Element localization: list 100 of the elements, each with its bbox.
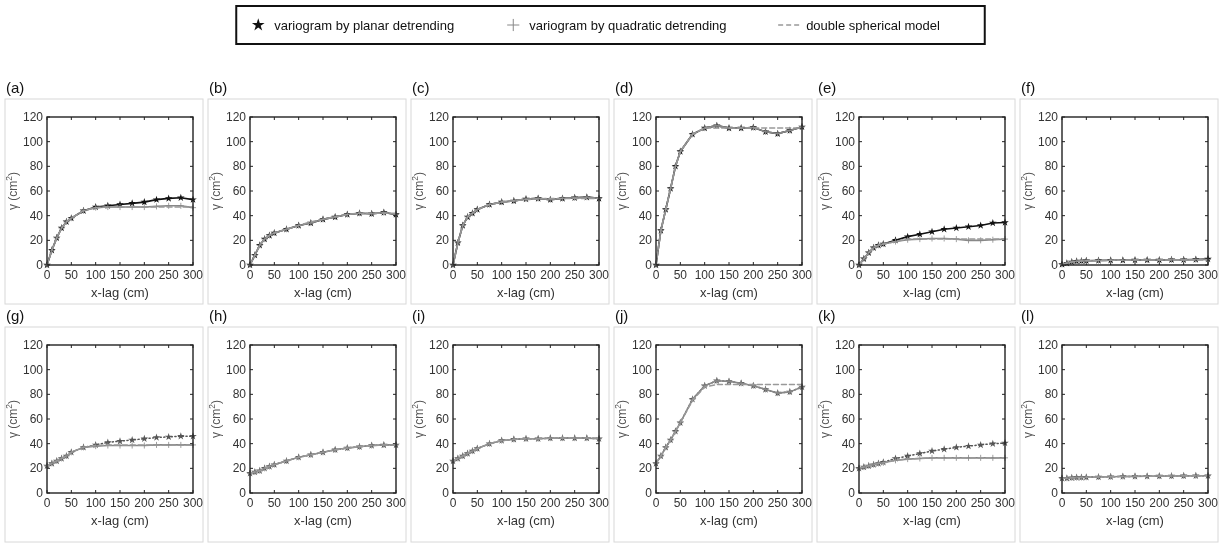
chart-title: (c) xyxy=(412,79,430,96)
y-tick-label: 0 xyxy=(848,258,856,272)
y-tick-label: 120 xyxy=(834,110,856,124)
y-tick-label: 20 xyxy=(232,461,247,476)
y-tick-label: 20 xyxy=(841,233,856,248)
x-tick-label: 150 xyxy=(921,496,943,510)
y-tick-label: 80 xyxy=(841,387,856,402)
y-tick-label: 40 xyxy=(841,436,856,451)
x-axis-title: x-lag (cm) xyxy=(91,513,149,528)
chart-title: (k) xyxy=(818,307,836,324)
x-tick-label: 300 xyxy=(588,268,610,282)
x-axis-title: x-lag (cm) xyxy=(1106,513,1164,528)
x-tick-label: 300 xyxy=(791,496,813,510)
x-tick-label: 150 xyxy=(109,268,131,282)
y-tick-label: 60 xyxy=(638,184,653,198)
x-axis-title: x-lag (cm) xyxy=(903,285,961,300)
y-tick-label: 40 xyxy=(1044,208,1059,223)
y-tick-label: 0 xyxy=(442,486,450,500)
x-tick-label: 150 xyxy=(718,496,740,510)
x-tick-label: 50 xyxy=(876,496,891,510)
x-tick-label: 150 xyxy=(921,268,943,282)
x-tick-label: 300 xyxy=(182,268,204,282)
y-tick-label: 40 xyxy=(638,436,653,451)
y-tick-label: 100 xyxy=(834,362,856,377)
y-tick-label: 120 xyxy=(225,338,247,352)
y-tick-label: 120 xyxy=(1037,110,1059,124)
y-tick-label: 120 xyxy=(22,338,44,352)
y-tick-label: 40 xyxy=(435,208,450,223)
y-tick-label: 20 xyxy=(435,461,450,476)
x-tick-label: 300 xyxy=(385,268,407,282)
y-tick-label: 60 xyxy=(841,184,856,198)
y-tick-label: 20 xyxy=(29,233,44,248)
x-tick-label: 200 xyxy=(1149,268,1170,282)
x-tick-label: 300 xyxy=(1197,268,1219,282)
chart-title: (i) xyxy=(412,307,426,324)
x-axis-title: x-lag (cm) xyxy=(294,285,352,300)
y-tick-label: 20 xyxy=(638,233,653,248)
x-tick-label: 50 xyxy=(64,496,79,510)
x-tick-label: 100 xyxy=(491,268,512,282)
x-tick-label: 200 xyxy=(337,496,358,510)
y-tick-label: 80 xyxy=(29,387,44,402)
y-tick-label: 100 xyxy=(22,134,44,149)
x-tick-label: 200 xyxy=(1149,496,1170,510)
x-tick-label: 200 xyxy=(946,496,967,510)
y-tick-label: 40 xyxy=(29,208,44,223)
y-tick-label: 0 xyxy=(442,258,450,272)
y-tick-label: 60 xyxy=(232,184,247,198)
y-tick-label: 80 xyxy=(435,387,450,402)
x-axis-title: x-lag (cm) xyxy=(294,513,352,528)
x-tick-label: 150 xyxy=(515,496,537,510)
y-tick-label: 100 xyxy=(631,134,653,149)
x-tick-label: 100 xyxy=(491,496,512,510)
y-tick-label: 120 xyxy=(22,110,44,124)
chart-title: (b) xyxy=(209,79,228,96)
y-tick-label: 80 xyxy=(1044,387,1059,402)
y-tick-label: 0 xyxy=(1051,486,1059,500)
y-tick-label: 60 xyxy=(435,184,450,198)
y-tick-label: 0 xyxy=(1051,258,1059,272)
x-tick-label: 300 xyxy=(182,496,204,510)
y-tick-label: 60 xyxy=(1044,412,1059,426)
x-tick-label: 200 xyxy=(134,496,155,510)
y-tick-label: 40 xyxy=(638,208,653,223)
x-tick-label: 300 xyxy=(588,496,610,510)
x-tick-label: 250 xyxy=(158,496,179,510)
y-tick-label: 60 xyxy=(29,412,44,426)
x-tick-label: 150 xyxy=(718,268,740,282)
x-tick-label: 250 xyxy=(361,268,382,282)
y-tick-label: 120 xyxy=(428,110,450,124)
x-tick-label: 300 xyxy=(994,268,1016,282)
y-tick-label: 100 xyxy=(428,362,450,377)
x-tick-label: 250 xyxy=(767,268,788,282)
y-tick-label: 40 xyxy=(435,436,450,451)
y-tick-label: 100 xyxy=(631,362,653,377)
y-tick-label: 80 xyxy=(841,159,856,174)
y-tick-label: 100 xyxy=(1037,134,1059,149)
y-tick-label: 0 xyxy=(848,486,856,500)
x-tick-label: 150 xyxy=(312,268,334,282)
x-axis-title: x-lag (cm) xyxy=(700,285,758,300)
x-tick-label: 50 xyxy=(1079,496,1094,510)
x-tick-label: 150 xyxy=(515,268,537,282)
x-tick-label: 250 xyxy=(564,268,585,282)
y-tick-label: 20 xyxy=(29,461,44,476)
x-tick-label: 50 xyxy=(470,268,485,282)
x-tick-label: 100 xyxy=(897,496,918,510)
y-tick-label: 80 xyxy=(29,159,44,174)
x-tick-label: 100 xyxy=(694,268,715,282)
y-tick-label: 100 xyxy=(834,134,856,149)
chart-title: (j) xyxy=(615,307,629,324)
x-tick-label: 100 xyxy=(1100,268,1121,282)
chart-title: (h) xyxy=(209,307,228,324)
y-tick-label: 20 xyxy=(841,461,856,476)
y-tick-label: 80 xyxy=(232,159,247,174)
y-tick-label: 20 xyxy=(638,461,653,476)
y-tick-label: 0 xyxy=(645,486,653,500)
x-tick-label: 150 xyxy=(1124,268,1146,282)
y-tick-label: 100 xyxy=(1037,362,1059,377)
x-tick-label: 250 xyxy=(767,496,788,510)
y-tick-label: 0 xyxy=(36,258,44,272)
x-tick-label: 100 xyxy=(897,268,918,282)
x-tick-label: 200 xyxy=(540,268,561,282)
